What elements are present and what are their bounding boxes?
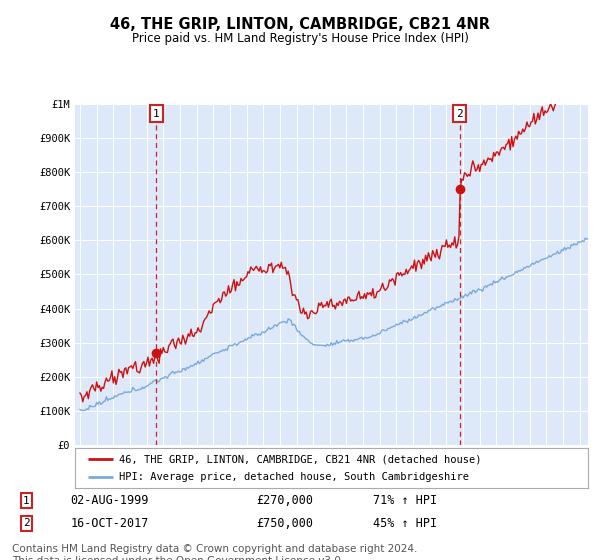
Text: 45% ↑ HPI: 45% ↑ HPI bbox=[373, 517, 437, 530]
Text: £750,000: £750,000 bbox=[256, 517, 313, 530]
Text: 46, THE GRIP, LINTON, CAMBRIDGE, CB21 4NR (detached house): 46, THE GRIP, LINTON, CAMBRIDGE, CB21 4N… bbox=[119, 454, 481, 464]
Text: 16-OCT-2017: 16-OCT-2017 bbox=[70, 517, 149, 530]
Text: 2: 2 bbox=[23, 518, 30, 528]
Text: HPI: Average price, detached house, South Cambridgeshire: HPI: Average price, detached house, Sout… bbox=[119, 472, 469, 482]
Text: 02-AUG-1999: 02-AUG-1999 bbox=[70, 494, 149, 507]
Text: Price paid vs. HM Land Registry's House Price Index (HPI): Price paid vs. HM Land Registry's House … bbox=[131, 32, 469, 45]
Text: Contains HM Land Registry data © Crown copyright and database right 2024.
This d: Contains HM Land Registry data © Crown c… bbox=[12, 544, 418, 560]
Text: 2: 2 bbox=[456, 109, 463, 119]
Text: £270,000: £270,000 bbox=[256, 494, 313, 507]
Text: 1: 1 bbox=[23, 496, 30, 506]
Text: 46, THE GRIP, LINTON, CAMBRIDGE, CB21 4NR: 46, THE GRIP, LINTON, CAMBRIDGE, CB21 4N… bbox=[110, 17, 490, 32]
Text: 1: 1 bbox=[153, 109, 160, 119]
Text: 71% ↑ HPI: 71% ↑ HPI bbox=[373, 494, 437, 507]
